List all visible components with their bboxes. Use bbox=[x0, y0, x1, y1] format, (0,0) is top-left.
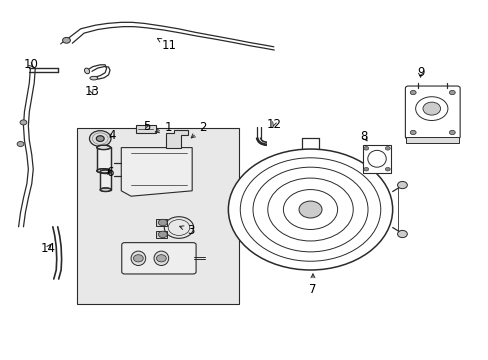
Circle shape bbox=[158, 231, 167, 238]
Polygon shape bbox=[166, 130, 188, 148]
Text: 1: 1 bbox=[155, 121, 172, 134]
Circle shape bbox=[17, 141, 24, 147]
Circle shape bbox=[363, 147, 368, 150]
Text: 11: 11 bbox=[157, 39, 176, 51]
Circle shape bbox=[156, 255, 166, 262]
Text: 6: 6 bbox=[106, 166, 114, 179]
Circle shape bbox=[62, 37, 70, 43]
Circle shape bbox=[385, 167, 389, 171]
Ellipse shape bbox=[100, 170, 111, 174]
Circle shape bbox=[397, 230, 407, 238]
Text: 14: 14 bbox=[41, 242, 55, 255]
Circle shape bbox=[448, 90, 454, 95]
Circle shape bbox=[228, 149, 392, 270]
Text: 13: 13 bbox=[84, 85, 99, 98]
Circle shape bbox=[385, 147, 389, 150]
Bar bbox=[362, 145, 390, 173]
Bar bbox=[156, 219, 167, 226]
Ellipse shape bbox=[100, 188, 111, 192]
Text: 4: 4 bbox=[108, 129, 116, 141]
Ellipse shape bbox=[90, 76, 98, 80]
Text: 10: 10 bbox=[23, 58, 38, 71]
Circle shape bbox=[448, 130, 454, 135]
Circle shape bbox=[96, 136, 104, 141]
Text: 8: 8 bbox=[360, 130, 367, 143]
FancyBboxPatch shape bbox=[122, 243, 196, 274]
Text: 7: 7 bbox=[308, 274, 316, 296]
Circle shape bbox=[409, 130, 415, 135]
Circle shape bbox=[133, 255, 143, 262]
Ellipse shape bbox=[131, 251, 145, 266]
FancyBboxPatch shape bbox=[405, 86, 459, 139]
Text: 12: 12 bbox=[266, 118, 281, 131]
Bar bbox=[406, 137, 458, 143]
Circle shape bbox=[422, 102, 440, 115]
Circle shape bbox=[363, 167, 368, 171]
Circle shape bbox=[298, 201, 322, 218]
Bar bbox=[100, 172, 111, 190]
Circle shape bbox=[158, 219, 167, 226]
Circle shape bbox=[89, 131, 111, 147]
Text: 3: 3 bbox=[179, 224, 194, 237]
Ellipse shape bbox=[154, 251, 168, 266]
Circle shape bbox=[409, 90, 415, 95]
Circle shape bbox=[397, 181, 407, 189]
Text: 5: 5 bbox=[142, 120, 150, 132]
Ellipse shape bbox=[97, 145, 110, 150]
Polygon shape bbox=[121, 148, 192, 196]
Bar bbox=[156, 231, 167, 238]
Bar bbox=[77, 128, 238, 304]
Circle shape bbox=[20, 120, 27, 125]
Bar bbox=[97, 148, 110, 171]
Ellipse shape bbox=[84, 68, 89, 74]
Text: 9: 9 bbox=[416, 66, 424, 78]
Ellipse shape bbox=[97, 168, 110, 173]
Text: 2: 2 bbox=[191, 121, 206, 138]
Bar bbox=[136, 125, 155, 133]
